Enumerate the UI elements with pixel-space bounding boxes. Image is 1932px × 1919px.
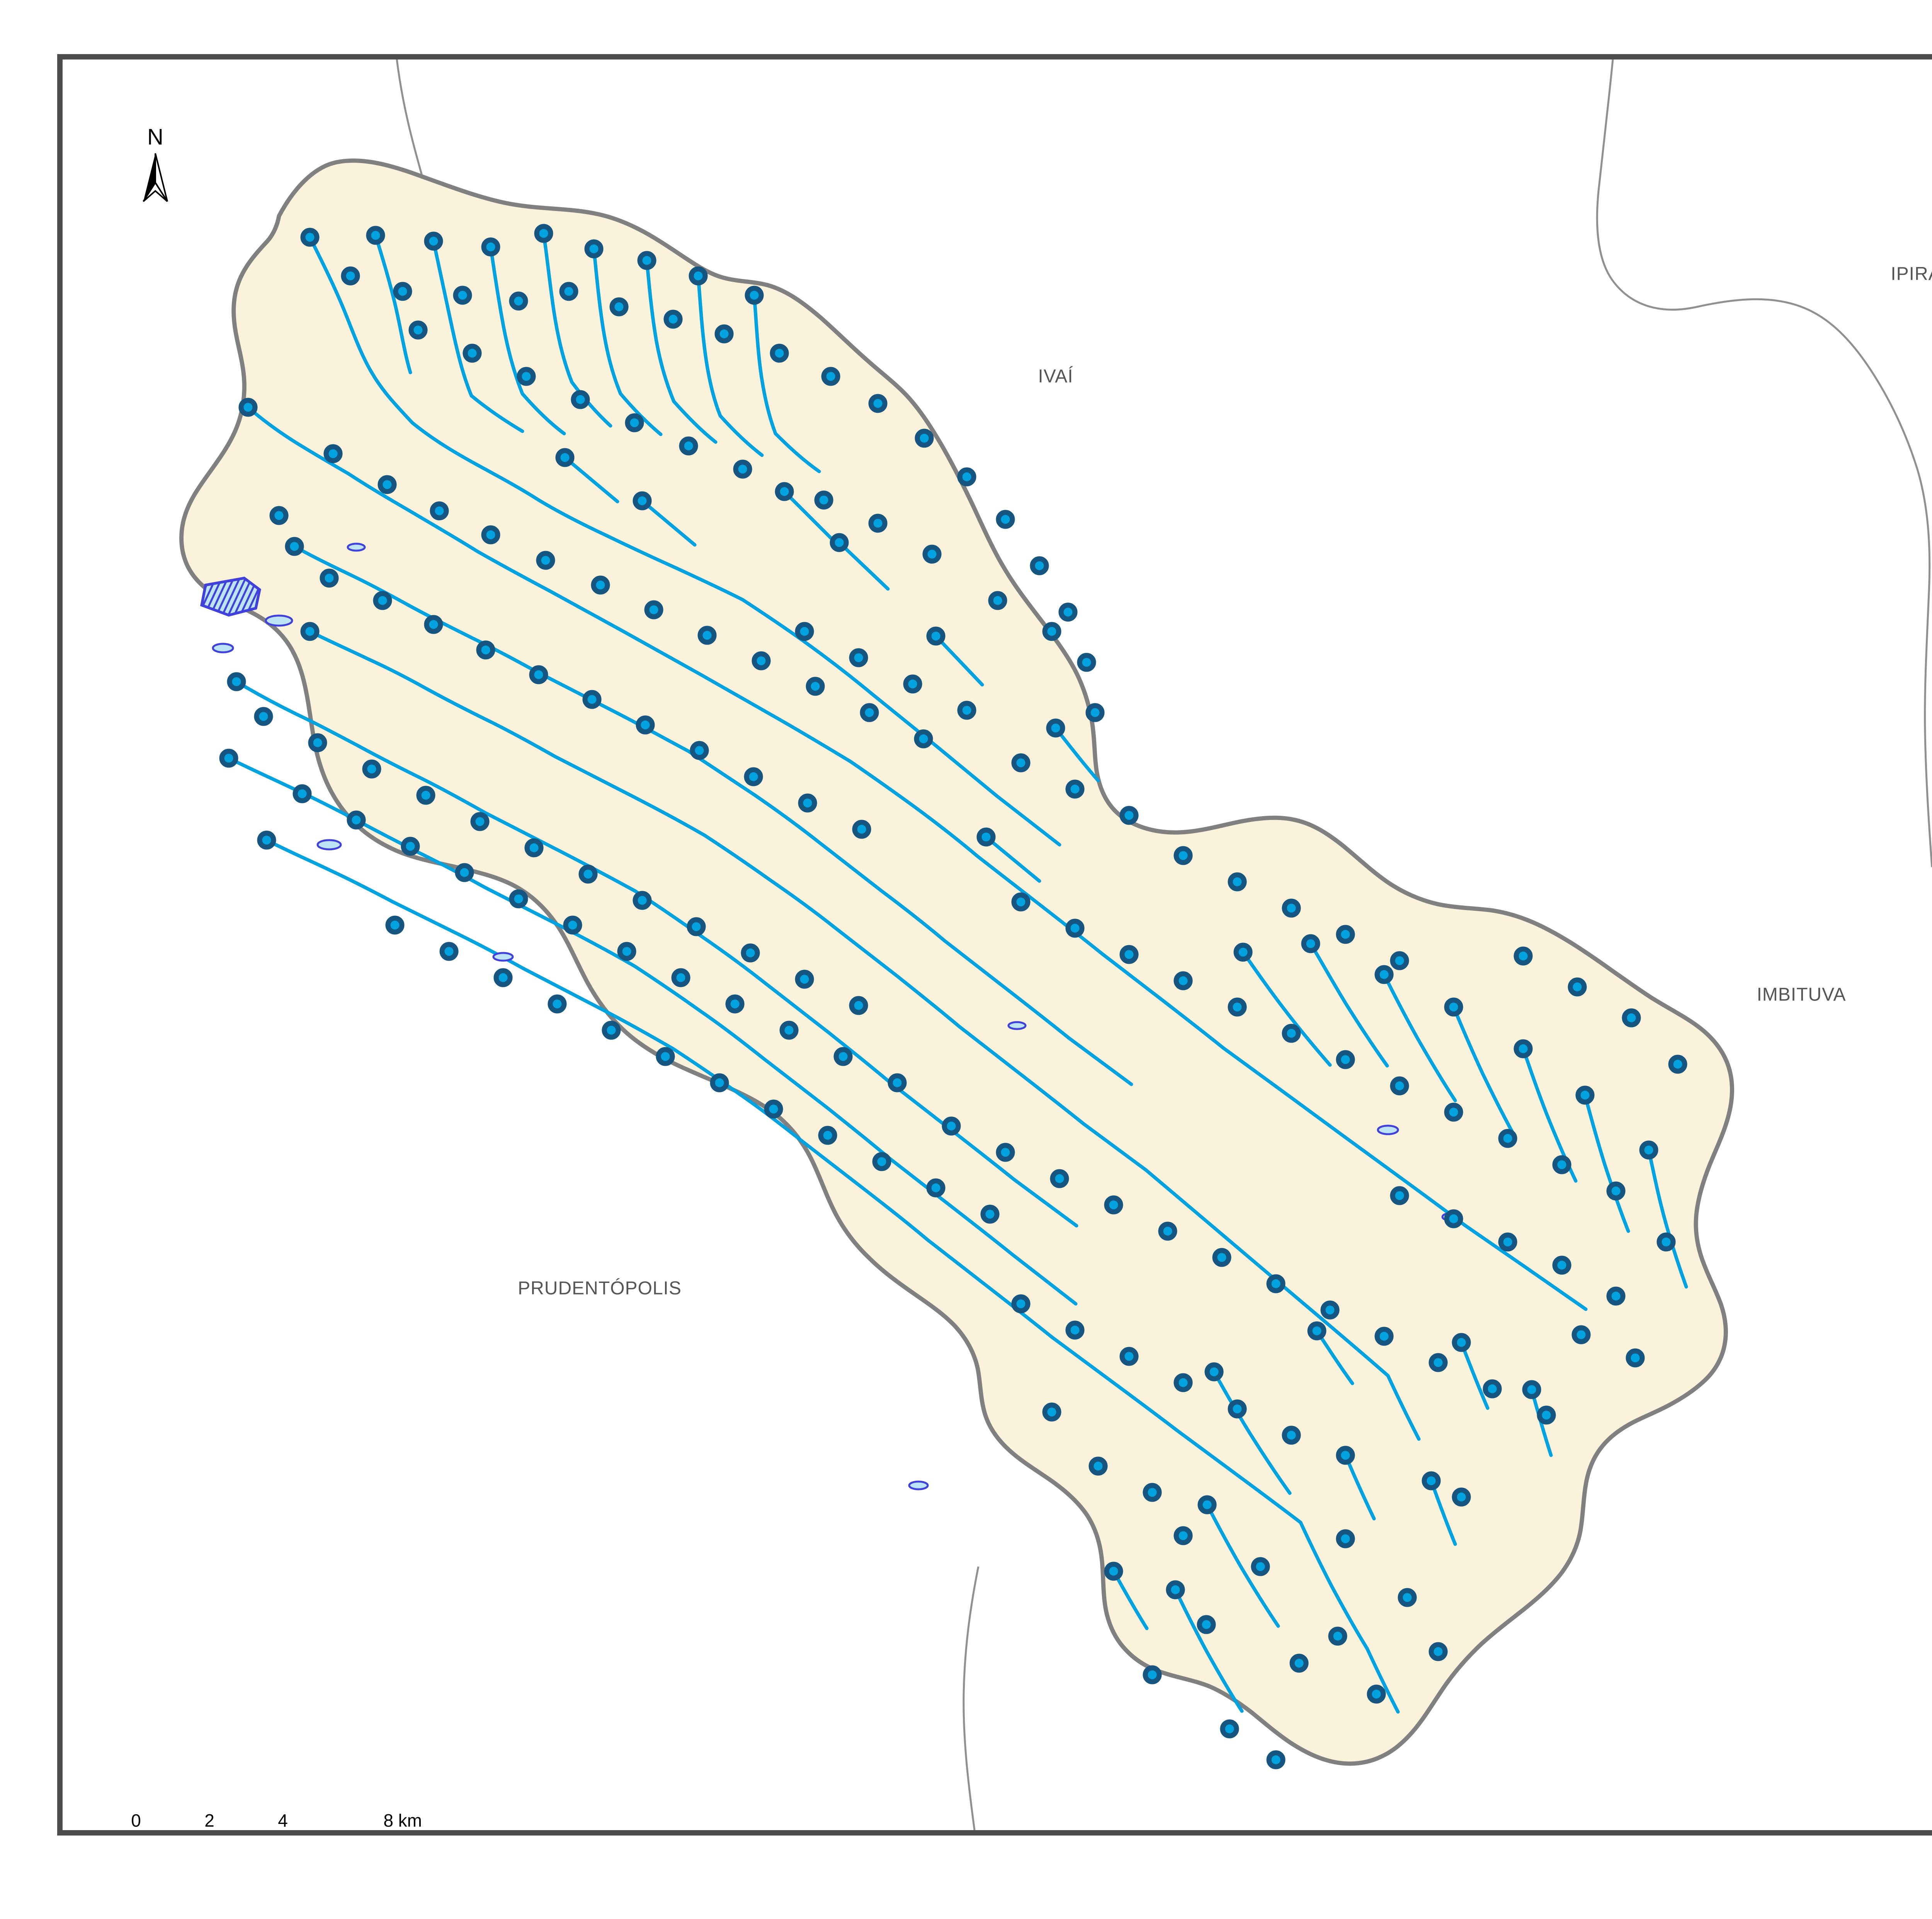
place-label-ipiranga: IPIRANGA [1891,264,1932,284]
place-label-imbituva: IMBITUVA [1757,984,1846,1005]
main-map-panel[interactable]: 51°0'0"W 50°55'0"W 50°50'0"W 50°45'0"W 5… [57,54,1932,1836]
place-label-ivai: IVAÍ [1038,366,1073,387]
north-arrow-label: N [147,124,163,150]
spring-points [219,224,1687,1769]
scale-tick-2: 2 [204,1810,214,1830]
scale-tick-4: 4 [278,1810,288,1830]
scale-tick-0: 0 [131,1810,141,1830]
north-arrow: N [130,124,180,204]
river-network [227,231,1688,1714]
map-graphics [179,60,1932,1830]
place-label-prudentopolis: PRUDENTÓPOLIS [518,1278,682,1299]
north-arrow-icon [143,153,168,202]
scale-tick-8: 8 km [383,1810,422,1830]
map-canvas[interactable]: 51°0'0"W 50°55'0"W 50°50'0"W 50°45'0"W 5… [63,60,1932,1830]
scale-bar: 0 2 4 8 km [131,1810,430,1830]
water-bodies [200,543,1462,1490]
